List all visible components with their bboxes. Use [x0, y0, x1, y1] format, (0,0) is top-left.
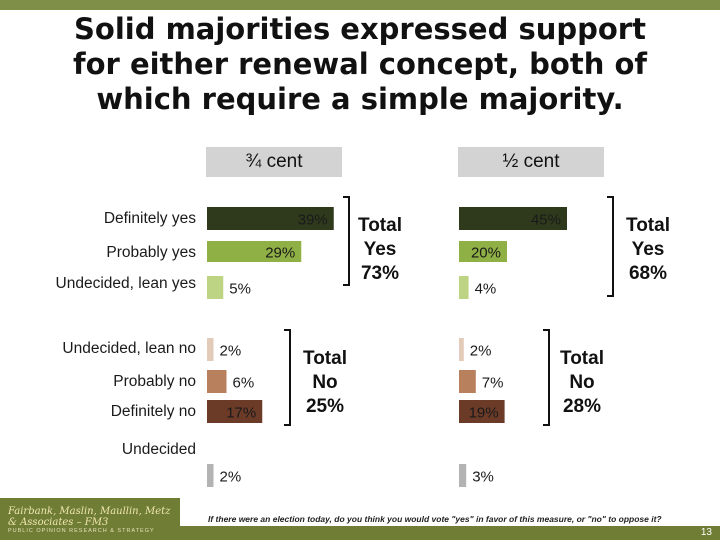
category-label-probably-yes: Probably yes [106, 244, 196, 261]
data-label-half-cent-definitely-yes: 45% [531, 212, 561, 229]
bar-half-cent-probably-no [459, 370, 476, 393]
category-label-undecided: Undecided [121, 441, 196, 458]
category-label-definitely-yes: Definitely yes [103, 210, 196, 227]
data-label-half-cent-probably-yes: 20% [471, 245, 501, 262]
data-label-three-quarter-cent-undecided-lean-no: 2% [220, 343, 242, 360]
bracket-total-no-half-cent [543, 329, 550, 426]
bar-half-cent-undecided [459, 464, 467, 487]
data-label-half-cent-definitely-no: 19% [469, 405, 499, 422]
data-label-three-quarter-cent-undecided: 2% [220, 469, 242, 486]
data-label-three-quarter-cent-definitely-no: 17% [226, 405, 256, 422]
category-label-undecided-lean-no: Undecided, lean no [62, 340, 196, 357]
firm-logo-tagline: PUBLIC OPINION RESEARCH & STRATEGY [8, 528, 155, 534]
data-label-three-quarter-cent-probably-yes: 29% [265, 245, 295, 262]
bracket-total-yes-three-quarter-cent [343, 196, 350, 286]
data-label-three-quarter-cent-definitely-yes: 39% [298, 212, 328, 229]
title-line-2: for either renewal concept, both of [73, 47, 647, 81]
bar-half-cent-probably-yes [459, 241, 507, 262]
firm-logo: Fairbank, Maslin, Maullin, Metz & Associ… [0, 498, 180, 540]
total-no-three-quarter-cent: Total No 25% [303, 348, 347, 417]
category-label-definitely-no: Definitely no [110, 403, 196, 420]
footer-bar [180, 526, 720, 540]
bar-three-quarter-cent-definitely-no [207, 400, 263, 423]
panel-header-three-quarter-cent: ¾ cent [206, 147, 342, 177]
category-label-probably-no: Probably no [113, 373, 196, 390]
data-label-half-cent-undecided-lean-no: 2% [470, 343, 492, 360]
data-label-half-cent-probably-no: 7% [482, 375, 504, 392]
page-number: 13 [700, 527, 712, 538]
title-line-3: which require a simple majority. [96, 82, 624, 116]
title-line-1: Solid majorities expressed support [74, 12, 646, 46]
total-yes-three-quarter-cent: Total Yes 73% [358, 215, 402, 284]
bar-three-quarter-cent-definitely-yes [207, 207, 334, 230]
top-accent-bar [0, 0, 720, 10]
bar-three-quarter-cent-undecided [207, 464, 214, 487]
bar-half-cent-definitely-no [459, 400, 505, 423]
slide-title: Solid majorities expressed support for e… [60, 12, 660, 117]
bar-half-cent-undecided-lean-no [459, 338, 464, 361]
bar-three-quarter-cent-undecided-lean-no [207, 338, 214, 361]
bar-three-quarter-cent-probably-no [207, 370, 227, 393]
bar-three-quarter-cent-probably-yes [207, 241, 302, 262]
data-label-three-quarter-cent-undecided-lean-yes: 5% [229, 281, 251, 298]
category-label-undecided-lean-yes: Undecided, lean yes [55, 275, 196, 292]
panel-header-half-cent: ½ cent [458, 147, 604, 177]
bar-half-cent-definitely-yes [459, 207, 567, 230]
data-label-half-cent-undecided: 3% [472, 469, 494, 486]
data-label-three-quarter-cent-probably-no: 6% [233, 375, 255, 392]
bar-three-quarter-cent-undecided-lean-yes [207, 276, 224, 299]
total-no-half-cent: Total No 28% [560, 348, 604, 417]
bracket-total-no-three-quarter-cent [284, 329, 291, 426]
footer: Fairbank, Maslin, Maullin, Metz & Associ… [0, 498, 720, 540]
survey-question-footnote: If there were an election today, do you … [208, 514, 662, 524]
bar-chart: 39%29% 5% 2% 6% 17% 2% 45% 20% 4% 2% 7% 19% 3% Total Y… [207, 196, 670, 487]
bracket-total-yes-half-cent [607, 196, 614, 297]
bar-half-cent-undecided-lean-yes [459, 276, 469, 299]
data-label-half-cent-undecided-lean-yes: 4% [475, 281, 497, 298]
total-yes-half-cent: Total Yes 68% [626, 215, 670, 284]
firm-logo-name: Fairbank, Maslin, Maullin, Metz & Associ… [8, 506, 171, 528]
